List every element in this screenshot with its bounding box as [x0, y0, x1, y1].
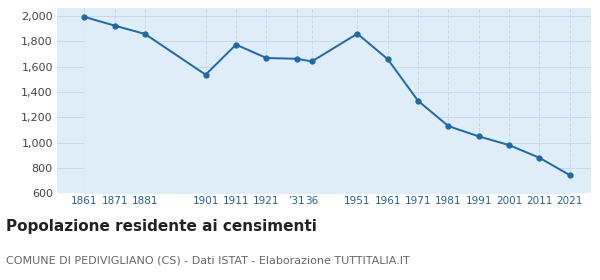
Text: COMUNE DI PEDIVIGLIANO (CS) - Dati ISTAT - Elaborazione TUTTITALIA.IT: COMUNE DI PEDIVIGLIANO (CS) - Dati ISTAT…: [6, 255, 410, 265]
Text: Popolazione residente ai censimenti: Popolazione residente ai censimenti: [6, 219, 317, 234]
